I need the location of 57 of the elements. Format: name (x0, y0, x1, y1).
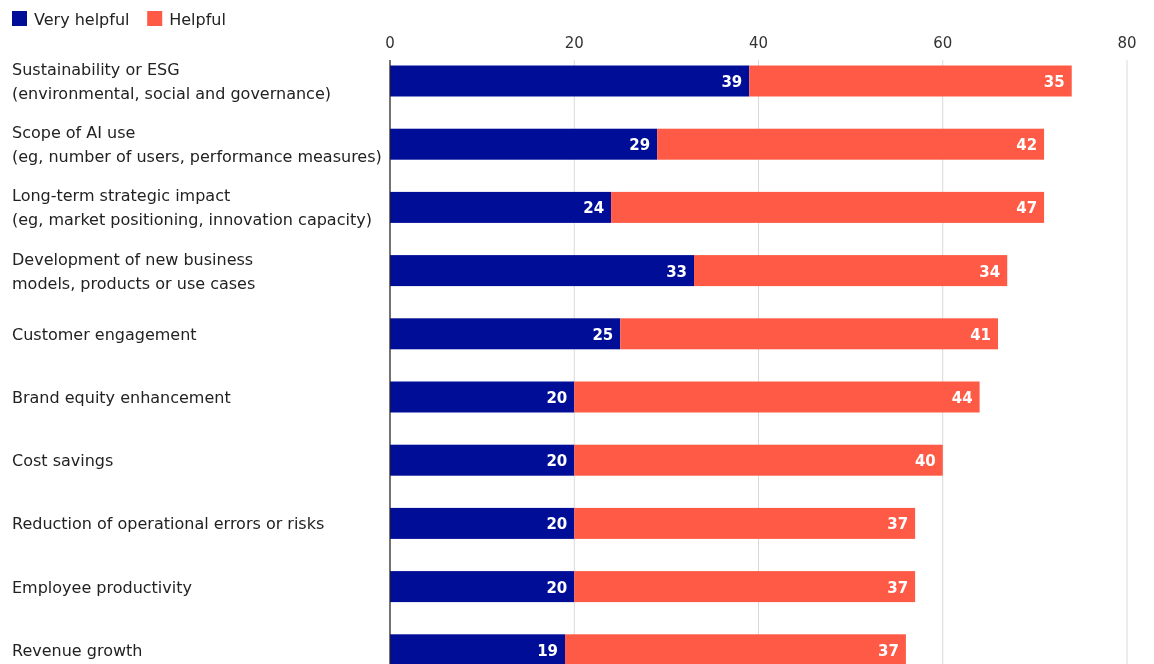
bar (574, 507, 916, 539)
data-label: 39 (721, 73, 743, 91)
data-label: 29 (629, 136, 651, 155)
data-label: 35 (1043, 73, 1065, 91)
data-label: 33 (666, 262, 688, 281)
x-tick-label: 20 (564, 34, 584, 52)
y-tick-label: Customer engagement (12, 324, 197, 344)
bar (390, 571, 575, 603)
bar (390, 255, 695, 287)
data-label: 37 (878, 641, 899, 660)
legend-label: Very helpful (34, 10, 130, 29)
data-label: 19 (537, 641, 559, 660)
y-tick-label: Brand equity enhancement (12, 388, 231, 407)
y-tick-label: Sustainability or ESG (environmental, social and governance) (12, 60, 331, 103)
data-label: 42 (1016, 136, 1038, 155)
bar (611, 191, 1045, 223)
data-label: 44 (951, 389, 973, 407)
bar (390, 65, 750, 97)
y-tick-label: Revenue growth (12, 640, 143, 660)
data-label: 37 (887, 515, 909, 534)
data-label: 20 (546, 389, 568, 407)
bar (657, 128, 1045, 160)
y-tick-label: Employee productivity (12, 577, 192, 597)
data-label: 24 (583, 199, 605, 218)
bar (390, 634, 566, 664)
data-label: 20 (546, 578, 568, 597)
data-label: 20 (546, 452, 568, 471)
x-tick-label: 60 (933, 34, 953, 52)
bar (694, 255, 1008, 287)
bar (574, 381, 980, 413)
y-tick-label: Cost savings (12, 451, 114, 471)
bar (574, 571, 916, 603)
y-tick-label: Long-term strategic impact (eg, market positioning, innovation capacity) (12, 186, 372, 230)
data-label: 41 (970, 325, 992, 344)
bar (390, 444, 575, 476)
bar (390, 318, 621, 350)
bar (749, 65, 1072, 97)
x-tick-label: 40 (748, 34, 769, 52)
data-label: 20 (546, 515, 568, 534)
x-tick-label: 80 (1117, 34, 1137, 52)
y-tick-label: Scope of AI use (eg, number of users, performance measures) (12, 123, 382, 167)
bar (620, 318, 999, 350)
data-label: 34 (979, 262, 1001, 281)
y-tick-label: Reduction of operational errors or risks (12, 514, 325, 534)
bar (565, 634, 906, 664)
bar (390, 381, 575, 413)
data-label: 40 (914, 452, 936, 471)
data-label: 47 (1016, 199, 1038, 218)
data-label: 25 (592, 325, 614, 344)
y-tick-label: Development of new business models, products or use cases (12, 249, 256, 293)
x-tick-label: 0 (385, 34, 395, 52)
bar (390, 128, 658, 160)
bar (390, 507, 575, 539)
bar (390, 191, 612, 223)
data-label: 37 (887, 578, 909, 597)
legend-label: Helpful (169, 10, 226, 29)
bar (574, 444, 943, 476)
